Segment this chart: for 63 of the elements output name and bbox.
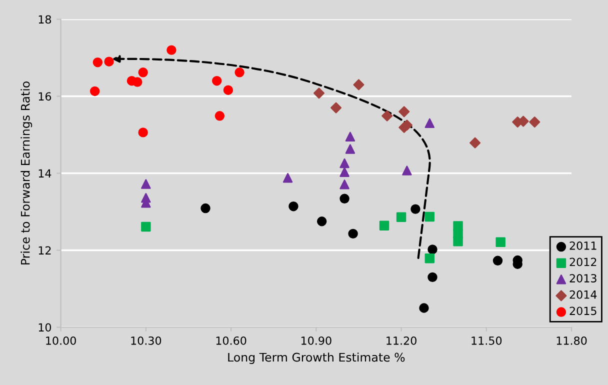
legend-label: 2013 [570,274,596,282]
point [398,106,410,118]
point [348,228,358,239]
point [529,116,540,128]
point [345,132,356,142]
point [424,118,435,128]
point [496,237,506,248]
point [410,204,420,214]
point [214,111,225,121]
point [419,303,429,313]
point [132,77,142,87]
point [353,79,364,90]
point [470,137,481,148]
point [340,180,350,190]
legend-label: 2011 [570,241,596,250]
legend-label: 2014 [570,290,597,299]
point [141,179,151,189]
point [316,216,327,226]
y-tick-label: 16 [38,92,52,101]
point [379,220,390,230]
x-tick-label: 10.60 [216,336,246,345]
point [424,253,435,264]
point [345,144,356,154]
x-tick-label: 11.20 [386,336,416,345]
point [234,68,244,78]
point [428,272,438,282]
y-tick-label: 10 [38,323,52,332]
x-axis-title: Long Term Growth Estimate % [228,352,405,364]
point [223,85,234,95]
y-tick-label: 18 [38,15,52,24]
point [424,212,435,222]
x-tick-label: 10.00 [46,336,76,345]
point [492,256,503,266]
point [402,166,412,176]
point [330,102,342,114]
point [340,194,350,204]
y-tick-label: 12 [38,246,51,254]
point [104,56,114,66]
point [138,68,148,78]
x-tick-label: 10.30 [131,336,162,345]
x-tick-label: 11.50 [472,336,502,345]
point [138,128,148,138]
legend-label: 2015 [570,306,596,316]
point [282,173,293,183]
point [340,167,350,177]
point [141,222,151,232]
point [92,58,103,68]
point [166,45,176,55]
point [453,236,463,246]
point [212,76,222,86]
point [288,202,298,212]
point [396,212,406,222]
y-tick-label: 14 [38,169,52,178]
y-axis-title: Price to Forward Earnings Ratio [20,82,32,264]
point [428,244,438,254]
point [90,86,100,96]
point [313,88,325,99]
legend-label: 2012 [570,258,596,266]
point [340,158,350,168]
x-tick-label: 10.90 [301,336,332,345]
point [382,110,393,122]
x-tick-label: 11.80 [556,336,587,345]
point [200,203,210,214]
